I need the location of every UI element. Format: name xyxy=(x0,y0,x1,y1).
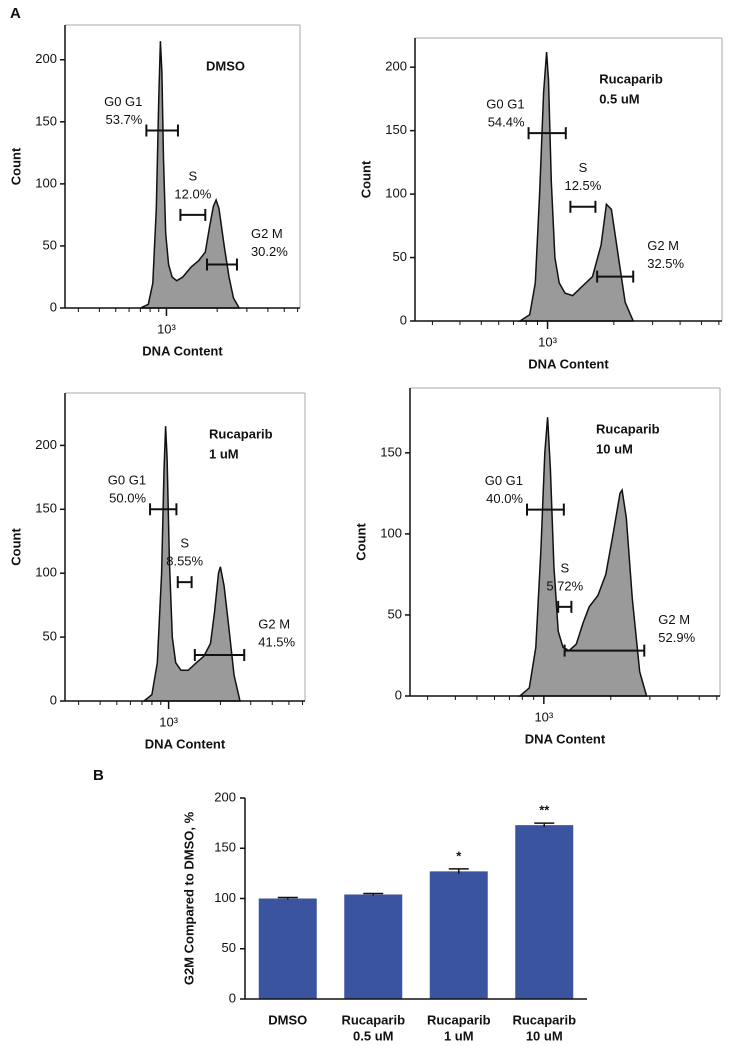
y-tick-label: 150 xyxy=(385,122,407,137)
significance: ** xyxy=(539,803,550,818)
x-axis-label: DNA Content xyxy=(145,736,226,751)
gate-name: G0 G1 xyxy=(485,473,523,488)
error-bar xyxy=(534,822,555,828)
gate-percent: 5.72% xyxy=(546,578,583,593)
x-axis-label: DNA Content xyxy=(528,356,609,371)
y-axis-label: G2M Compared to DMSO, % xyxy=(181,811,196,985)
histogram xyxy=(142,426,241,702)
gate-name: G0 G1 xyxy=(108,473,146,488)
x-tick-label: 10³ xyxy=(157,321,176,336)
y-tick-label: 0 xyxy=(395,687,402,702)
x-tick-label: Rucaparib xyxy=(427,1012,491,1027)
y-tick-label: 200 xyxy=(35,437,57,452)
y-tick-label: 200 xyxy=(214,789,236,804)
bar xyxy=(429,871,488,999)
gate-percent: 30.2% xyxy=(251,244,288,259)
x-axis-label: DNA Content xyxy=(142,343,223,358)
gate-percent: 32.5% xyxy=(647,256,684,271)
y-tick-label: 0 xyxy=(229,990,236,1005)
gate-percent: 50.0% xyxy=(109,491,146,506)
x-axis-label: DNA Content xyxy=(525,731,606,746)
histogram xyxy=(140,41,241,309)
x-tick-label: 10³ xyxy=(534,709,553,724)
panel-title: 1 uM xyxy=(209,446,239,461)
gate-percent: 40.0% xyxy=(486,491,523,506)
y-tick-label: 50 xyxy=(43,237,57,252)
gate-name: G0 G1 xyxy=(486,97,524,112)
gate-percent: 41.5% xyxy=(258,634,295,649)
error-bar xyxy=(277,896,298,900)
y-axis-label: Count xyxy=(8,147,23,185)
histogram xyxy=(517,51,635,322)
x-tick-label: 1 uM xyxy=(444,1028,474,1043)
error-bar xyxy=(448,868,469,874)
x-tick-label: 10³ xyxy=(538,334,557,349)
y-tick-label: 100 xyxy=(35,565,57,580)
panel-title: Rucaparib xyxy=(596,421,660,436)
panel-title: 10 uM xyxy=(596,441,633,456)
histogram xyxy=(517,417,648,697)
y-tick-label: 150 xyxy=(35,501,57,516)
significance: * xyxy=(456,848,462,863)
y-tick-label: 100 xyxy=(35,175,57,190)
panel-title: DMSO xyxy=(206,58,245,73)
gate-name: G0 G1 xyxy=(104,94,142,109)
gate-name: S xyxy=(579,160,588,175)
gate-name: G2 M xyxy=(658,612,690,627)
panel-label: A xyxy=(10,5,21,22)
y-tick-label: 150 xyxy=(214,840,236,855)
y-tick-label: 100 xyxy=(385,186,407,201)
bar xyxy=(258,898,317,999)
y-tick-label: 200 xyxy=(35,51,57,66)
gate-percent: 53.7% xyxy=(106,112,143,127)
x-tick-label: 10 uM xyxy=(526,1028,563,1043)
bar xyxy=(515,825,574,999)
gate-percent: 54.4% xyxy=(488,115,525,130)
y-tick-label: 50 xyxy=(43,629,57,644)
x-tick-label: Rucaparib xyxy=(512,1012,576,1027)
y-tick-label: 100 xyxy=(214,890,236,905)
gate-name: S xyxy=(189,168,198,183)
error-bar xyxy=(363,892,384,896)
panel-title: Rucaparib xyxy=(599,71,663,86)
x-tick-label: Rucaparib xyxy=(341,1012,405,1027)
y-tick-label: 150 xyxy=(35,113,57,128)
bar xyxy=(344,894,403,999)
panel-title: 0.5 uM xyxy=(599,91,639,106)
panel-title: Rucaparib xyxy=(209,426,273,441)
y-tick-label: 100 xyxy=(380,525,402,540)
gate-name: G2 M xyxy=(258,616,290,631)
gate-name: S xyxy=(180,536,189,551)
y-axis-label: Count xyxy=(353,523,368,561)
x-tick-label: 0.5 uM xyxy=(353,1028,393,1043)
gate-percent: 8.55% xyxy=(166,554,203,569)
x-tick-label: 10³ xyxy=(159,714,178,729)
gate-name: G2 M xyxy=(647,238,679,253)
y-tick-label: 50 xyxy=(388,606,402,621)
panel-label: B xyxy=(93,767,104,784)
gate-name: G2 M xyxy=(251,226,283,241)
gate-percent: 12.0% xyxy=(174,186,211,201)
x-tick-label: DMSO xyxy=(268,1012,307,1027)
y-tick-label: 150 xyxy=(380,444,402,459)
y-axis-label: Count xyxy=(358,160,373,198)
y-axis-label: Count xyxy=(8,528,23,566)
y-tick-label: 50 xyxy=(222,940,236,955)
y-tick-label: 50 xyxy=(393,249,407,264)
gate-name: S xyxy=(560,560,569,575)
y-tick-label: 0 xyxy=(400,312,407,327)
gate-percent: 52.9% xyxy=(658,630,695,645)
gate-percent: 12.5% xyxy=(564,178,601,193)
y-tick-label: 0 xyxy=(50,299,57,314)
y-tick-label: 200 xyxy=(385,59,407,74)
y-tick-label: 0 xyxy=(50,692,57,707)
